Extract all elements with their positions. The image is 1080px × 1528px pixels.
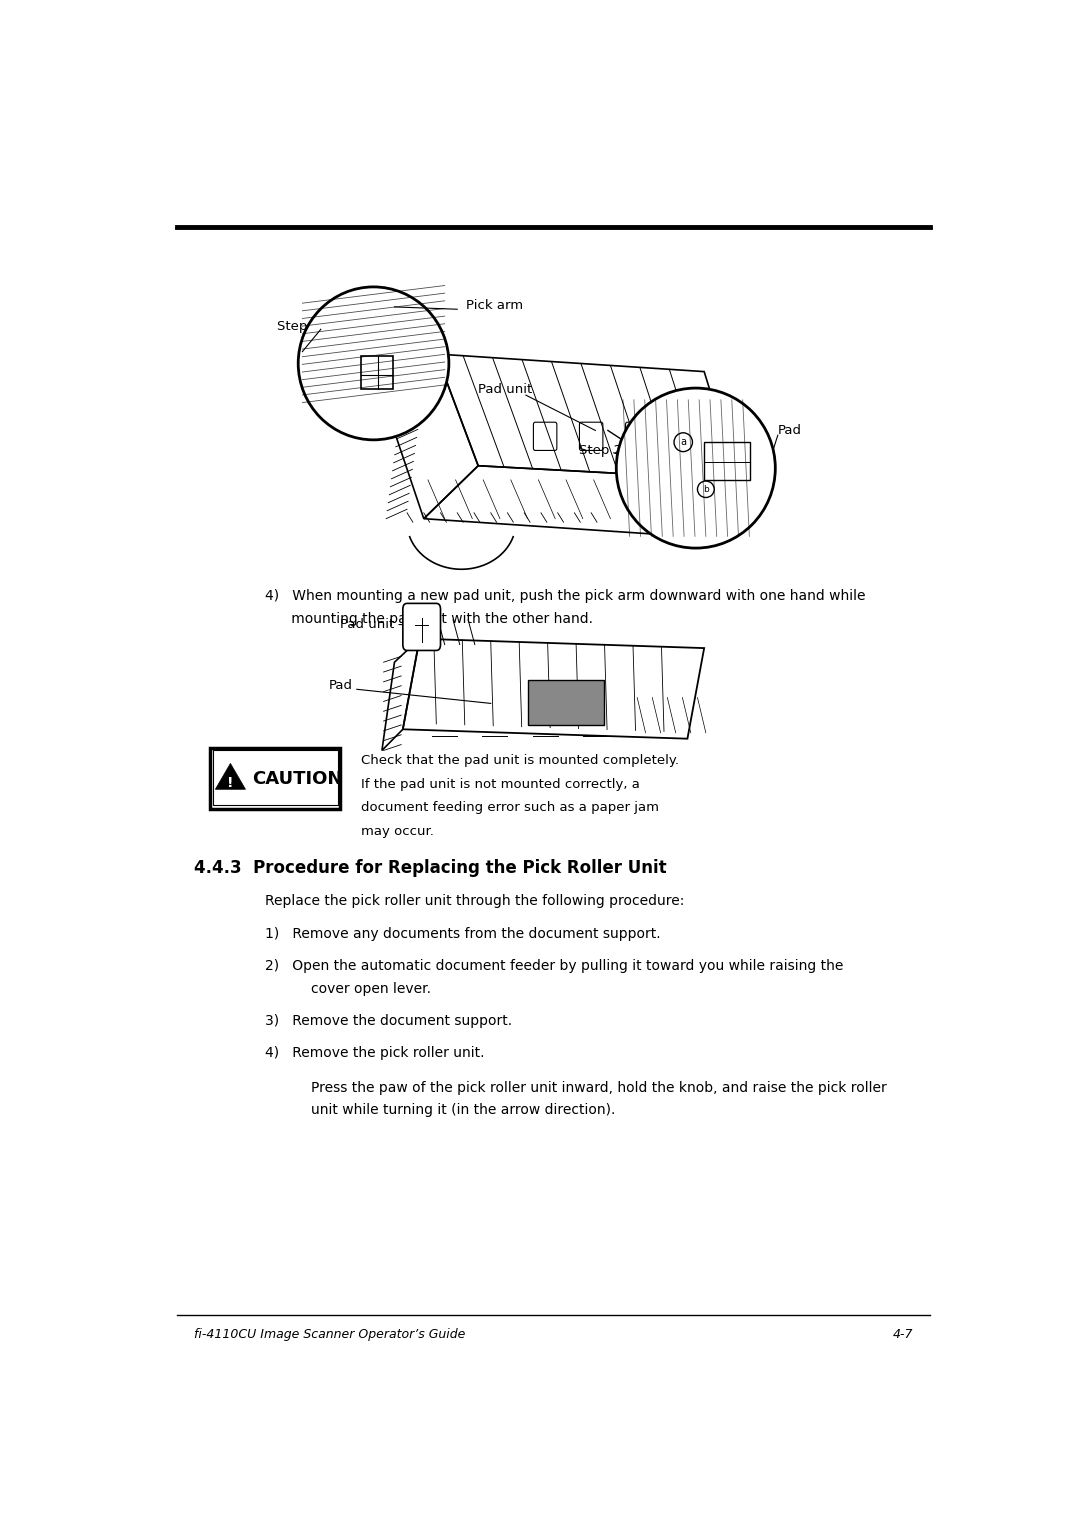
Text: document feeding error such as a paper jam: document feeding error such as a paper j… [361,801,659,814]
Text: If the pad unit is not mounted correctly, a: If the pad unit is not mounted correctly… [361,778,639,790]
Text: fi-4110CU Image Scanner Operator’s Guide: fi-4110CU Image Scanner Operator’s Guide [193,1328,465,1340]
Text: Pad unit: Pad unit [478,382,532,396]
FancyBboxPatch shape [213,750,338,805]
Text: b: b [703,484,708,494]
Text: !: ! [227,776,233,790]
Text: 4.4.3  Procedure for Replacing the Pick Roller Unit: 4.4.3 Procedure for Replacing the Pick R… [193,859,666,877]
Text: Step 2: Step 2 [579,445,622,457]
Text: cover open lever.: cover open lever. [311,983,431,996]
Text: mounting the pad unit with the other hand.: mounting the pad unit with the other han… [265,611,593,625]
Text: 4)   When mounting a new pad unit, push the pick arm downward with one hand whil: 4) When mounting a new pad unit, push th… [265,590,865,604]
Text: Pad unit: Pad unit [340,617,394,631]
Text: Pad: Pad [329,680,353,692]
Text: may occur.: may occur. [361,825,434,837]
Text: Pick arm: Pick arm [465,299,523,312]
Ellipse shape [298,287,449,440]
FancyBboxPatch shape [403,604,441,651]
Bar [528,680,604,724]
Text: 1)   Remove any documents from the document support.: 1) Remove any documents from the documen… [265,927,660,941]
FancyBboxPatch shape [211,749,340,810]
Text: Check that the pad unit is mounted completely.: Check that the pad unit is mounted compl… [361,753,679,767]
Text: CAUTION: CAUTION [253,770,342,788]
Text: 2)   Open the automatic document feeder by pulling it toward you while raising t: 2) Open the automatic document feeder by… [265,958,843,973]
Text: Pad: Pad [778,423,801,437]
Text: Press the paw of the pick roller unit inward, hold the knob, and raise the pick : Press the paw of the pick roller unit in… [311,1082,887,1096]
Ellipse shape [617,388,775,549]
Text: 4-7: 4-7 [893,1328,914,1340]
Text: unit while turning it (in the arrow direction).: unit while turning it (in the arrow dire… [311,1103,616,1117]
Text: Step 1: Step 1 [278,321,321,333]
Text: a: a [680,437,686,448]
Text: 4)   Remove the pick roller unit.: 4) Remove the pick roller unit. [265,1045,484,1060]
Polygon shape [215,764,245,790]
Text: 3)   Remove the document support.: 3) Remove the document support. [265,1015,512,1028]
Text: Replace the pick roller unit through the following procedure:: Replace the pick roller unit through the… [265,894,684,908]
